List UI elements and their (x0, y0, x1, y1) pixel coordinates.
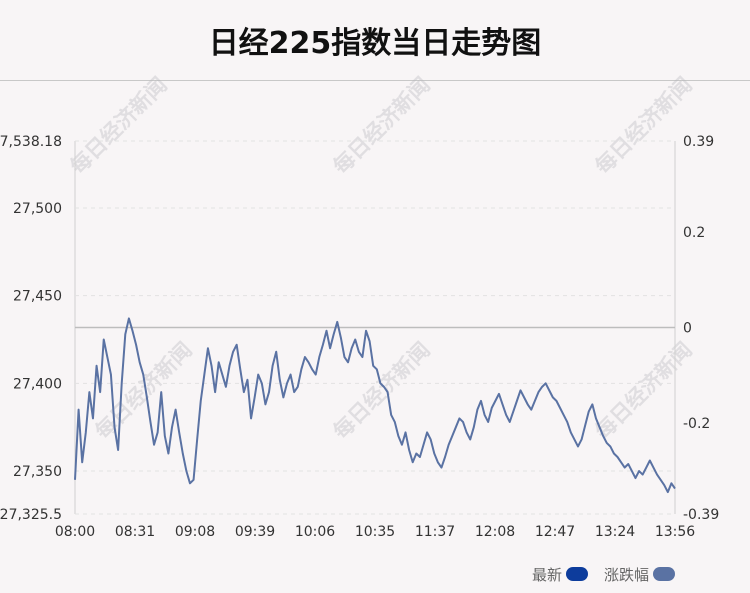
y-left-tick-label: 27,325.5 (0, 507, 62, 523)
legend-label-latest: 最新 (532, 565, 563, 584)
x-tick-label: 12:08 (475, 524, 515, 540)
x-tick-label: 13:24 (595, 524, 635, 540)
legend: 最新 涨跌幅 (532, 563, 681, 585)
legend-label-change: 涨跌幅 (604, 565, 650, 584)
y-left-tick-label: 27,450 (13, 289, 62, 305)
y-right-tick-label: 0 (683, 321, 692, 337)
y-right-tick-label: 0.39 (683, 134, 714, 150)
x-tick-label: 08:00 (55, 524, 95, 540)
y-right-tick-label: -0.39 (683, 507, 719, 523)
x-tick-label: 08:31 (115, 524, 155, 540)
legend-swatch-change (653, 567, 676, 581)
x-tick-label: 12:47 (535, 524, 575, 540)
x-tick-label: 09:39 (235, 524, 275, 540)
chart-title: 日经225指数当日走势图 (208, 26, 542, 61)
index-series-line (74, 317, 676, 494)
legend-item-change[interactable]: 涨跌幅 (604, 564, 681, 585)
y-right-tick-label: 0.2 (683, 225, 705, 241)
legend-swatch-latest (566, 567, 589, 581)
x-tick-label: 09:08 (175, 524, 215, 540)
x-tick-label: 13:56 (655, 524, 695, 540)
title-divider (0, 80, 750, 81)
legend-item-latest[interactable]: 最新 (532, 564, 594, 585)
y-left-tick-label: 27,400 (13, 376, 62, 392)
x-tick-label: 10:06 (295, 524, 335, 540)
x-tick-label: 11:37 (415, 524, 455, 540)
y-left-tick-label: 27,350 (13, 464, 62, 480)
y-right-tick-label: -0.2 (683, 416, 710, 432)
y-left-tick-label: 27,500 (13, 201, 62, 217)
y-left-tick-label: 27,538.18 (0, 134, 62, 150)
x-tick-label: 10:35 (355, 524, 395, 540)
